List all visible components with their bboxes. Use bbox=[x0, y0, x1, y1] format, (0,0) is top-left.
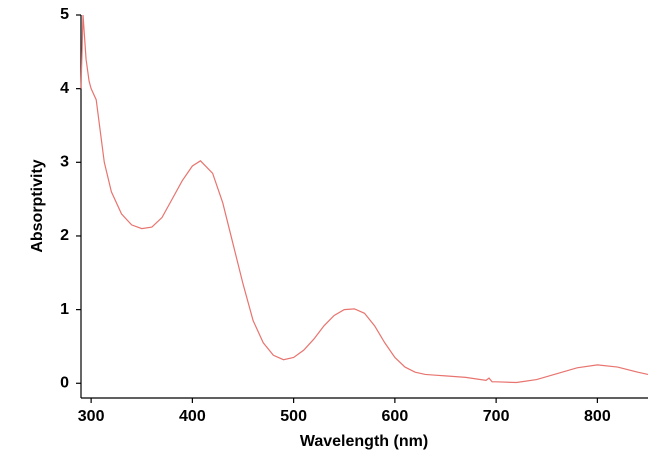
y-tick-label: 4 bbox=[60, 80, 69, 97]
x-tick-label: 300 bbox=[78, 408, 105, 425]
x-tick-label: 600 bbox=[382, 408, 409, 425]
y-axis-label: Absorptivity bbox=[29, 159, 46, 252]
y-tick-label: 3 bbox=[60, 154, 69, 171]
y-tick-label: 5 bbox=[60, 6, 69, 23]
x-tick-label: 400 bbox=[179, 408, 206, 425]
x-axis-label: Wavelength (nm) bbox=[300, 433, 428, 450]
x-tick-label: 700 bbox=[483, 408, 510, 425]
y-tick-label: 1 bbox=[60, 301, 69, 318]
x-tick-label: 500 bbox=[280, 408, 307, 425]
spectrum-line bbox=[80, 14, 649, 384]
y-tick-label: 0 bbox=[60, 374, 69, 391]
y-tick-label: 2 bbox=[60, 227, 69, 244]
x-tick-label: 800 bbox=[584, 408, 611, 425]
